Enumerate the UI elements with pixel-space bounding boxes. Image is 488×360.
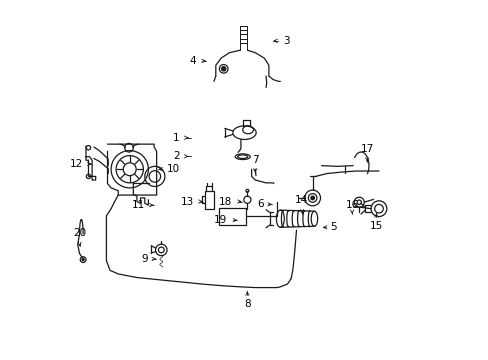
Circle shape xyxy=(221,67,225,71)
Text: 7: 7 xyxy=(251,155,258,165)
Text: 3: 3 xyxy=(283,36,289,46)
Text: 12: 12 xyxy=(70,159,83,169)
Text: 8: 8 xyxy=(244,299,250,309)
Text: 13: 13 xyxy=(181,197,194,207)
Bar xyxy=(204,191,214,209)
Text: 6: 6 xyxy=(256,199,263,210)
Text: 2: 2 xyxy=(173,151,179,161)
Text: 17: 17 xyxy=(360,144,373,154)
Text: 16: 16 xyxy=(345,200,358,210)
Circle shape xyxy=(82,258,84,261)
Text: 9: 9 xyxy=(141,254,147,264)
Text: 5: 5 xyxy=(330,222,337,232)
Text: 15: 15 xyxy=(369,221,382,231)
Text: 4: 4 xyxy=(189,56,196,66)
Text: 1: 1 xyxy=(173,133,179,143)
Bar xyxy=(219,208,246,225)
Text: 18: 18 xyxy=(219,197,232,207)
Text: 19: 19 xyxy=(214,215,227,225)
Text: 20: 20 xyxy=(73,229,86,238)
Circle shape xyxy=(310,196,314,200)
Text: 14: 14 xyxy=(295,195,308,205)
Text: 10: 10 xyxy=(167,164,180,174)
Text: 11: 11 xyxy=(132,200,145,210)
